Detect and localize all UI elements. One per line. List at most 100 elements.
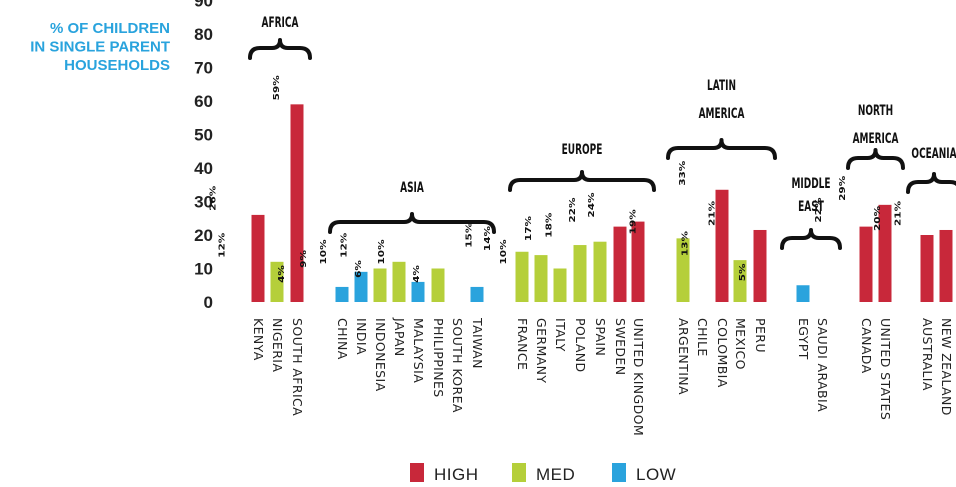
data-label: 26% [209,185,219,211]
bar [796,285,810,302]
bar [553,268,567,302]
data-label: 14% [483,225,493,251]
data-label: 10% [319,239,329,265]
category-label: CHILE [695,318,710,357]
category-label: INDONESIA [373,318,388,392]
bar [859,226,873,302]
bar [515,251,529,302]
legend-label: MED [536,465,575,484]
data-label: 21% [893,200,903,226]
category-label: NEW ZEALAND [939,318,954,416]
y-tick-label: 40 [194,159,213,178]
data-label: 10% [377,239,387,265]
category-label: PERU [753,318,768,353]
y-tick-label: 10 [194,260,213,279]
legend-swatch [612,463,626,482]
data-label: 20% [873,205,883,231]
region-brace [906,172,956,194]
data-label: 12% [339,232,349,258]
data-label: 4% [412,264,422,282]
data-label: 13% [681,230,691,256]
category-label: PHILIPPINES [431,318,446,398]
bar [753,229,767,302]
data-label: 59% [272,75,282,101]
legend-swatch [410,463,424,482]
legend: HIGH MED LOW [410,463,676,484]
category-label: POLAND [573,318,588,373]
data-label: 18% [545,212,555,238]
bar [676,238,690,302]
category-label: NIGERIA [270,318,285,372]
legend-swatch [512,463,526,482]
region-brace [780,228,842,250]
bar [733,260,747,302]
region-brace [846,148,905,170]
y-tick-label: 50 [194,126,213,145]
category-label: SWEDEN [613,318,628,375]
region-label: EUROPE [562,141,603,158]
data-label: 24% [587,192,597,218]
category-label: FRANCE [515,318,530,370]
bar [593,241,607,302]
category-label: UNITED STATES [878,318,893,420]
region-label: EAST [798,198,824,215]
data-labels: 26% 12% 59% 4% 9% 10% 12% 6% 10% 4% 15% 14% 10% 17% 18… [209,75,903,283]
data-label: 22% [814,197,824,223]
y-tick-label: 0 [204,293,213,312]
y-axis-title-line: % OF CHILDREN [50,20,170,37]
y-tick-label: 70 [194,59,213,78]
y-tick-label: 80 [194,25,213,44]
y-tick-label: 30 [194,193,213,212]
category-label: SPAIN [593,318,608,356]
category-labels: KENYA NIGERIA SOUTH AFRICA CHINA INDIA INDONE… [251,317,954,436]
data-label: 10% [499,239,509,265]
category-label: KENYA [251,318,266,361]
bar [470,286,484,302]
region-brackets: AFRICA ASIA EUROPE LATIN AMERICA MIDDLE EAST NO… [248,14,956,250]
category-label: CHINA [335,318,350,360]
bar [354,271,368,302]
data-label: 22% [568,197,578,223]
data-label: 19% [628,209,638,235]
bar [411,281,425,302]
category-label: JAPAN [392,317,407,357]
bar [939,229,953,302]
category-label: MALAYSIA [411,318,426,383]
category-label: MEXICO [733,318,748,370]
legend-label: HIGH [434,465,479,484]
data-label: 21% [707,200,717,226]
data-label: 12% [217,232,227,258]
region-brace [328,212,496,234]
region-label: MIDDLE [791,175,830,192]
category-label: SAUDI ARABIA [815,318,830,412]
bar [573,245,587,302]
region-label: OCEANIA [911,145,956,162]
category-label: ITALY [553,318,568,352]
data-label: 29% [838,175,848,201]
data-label: 17% [524,215,534,241]
bar [920,235,934,302]
data-label: 4% [277,264,287,282]
region-label: NORTH [858,102,893,119]
bar [251,214,265,302]
category-label: EGYPT [796,318,811,360]
category-label: ARGENTINA [676,318,691,395]
region-brace [666,138,777,160]
y-tick-label: 90 [194,0,213,11]
bar [270,261,284,302]
region-label: AFRICA [262,14,299,31]
bar [878,204,892,302]
bar [715,189,729,302]
data-label: 15% [465,222,475,248]
data-label: 9% [299,249,309,267]
bar [335,286,349,302]
y-tick-label: 20 [194,226,213,245]
y-tick-label: 60 [194,92,213,111]
category-label: TAIWAN [470,317,485,369]
region-brace [248,38,312,60]
y-axis-title-line: IN SINGLE PARENT [30,39,170,56]
data-label: 5% [738,263,748,281]
category-label: SOUTH KOREA [450,318,465,413]
bar [392,261,406,302]
